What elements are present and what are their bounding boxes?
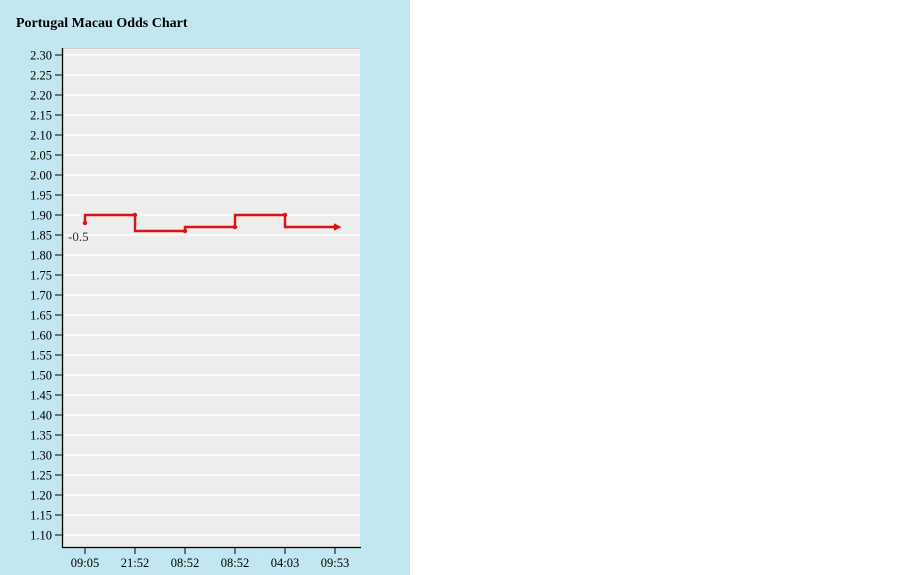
x-tick-label: 21:52 bbox=[121, 556, 149, 570]
y-tick-label: 2.30 bbox=[30, 49, 52, 63]
y-tick-label: 2.05 bbox=[30, 149, 52, 163]
x-tick-label: 08:52 bbox=[171, 556, 199, 570]
y-tick-label: 1.40 bbox=[30, 409, 52, 423]
y-tick-label: 1.50 bbox=[30, 369, 52, 383]
odds-point bbox=[282, 212, 288, 218]
y-tick-label: 1.80 bbox=[30, 249, 52, 263]
y-tick-label: 2.20 bbox=[30, 89, 52, 103]
y-tick-label: 1.35 bbox=[30, 429, 52, 443]
plot-area bbox=[62, 48, 360, 548]
y-tick-label: 1.85 bbox=[30, 229, 52, 243]
x-tick-label: 08:52 bbox=[221, 556, 249, 570]
y-tick-label: 1.65 bbox=[30, 309, 52, 323]
y-tick-label: 1.60 bbox=[30, 329, 52, 343]
x-tick-label: 09:53 bbox=[321, 556, 349, 570]
y-tick-label: 2.00 bbox=[30, 169, 52, 183]
y-tick-label: 2.25 bbox=[30, 69, 52, 83]
odds-point bbox=[232, 224, 238, 230]
line-end-arrow-icon bbox=[334, 223, 342, 231]
y-tick-label: 1.30 bbox=[30, 449, 52, 463]
y-tick-label: 2.15 bbox=[30, 109, 52, 123]
odds-point bbox=[82, 220, 88, 226]
handicap-label: -0.5 bbox=[68, 229, 89, 244]
x-tick-label: 09:05 bbox=[71, 556, 99, 570]
y-tick-label: 1.75 bbox=[30, 269, 52, 283]
odds-line bbox=[83, 213, 337, 233]
y-tick-label: 1.90 bbox=[30, 209, 52, 223]
y-tick-label: 1.25 bbox=[30, 469, 52, 483]
chart-title: Portugal Macau Odds Chart bbox=[16, 16, 188, 31]
odds-point bbox=[182, 228, 188, 234]
y-tick-label: 1.70 bbox=[30, 289, 52, 303]
y-tick-label: 1.95 bbox=[30, 189, 52, 203]
odds-point bbox=[132, 212, 138, 218]
x-tick-label: 04:03 bbox=[271, 556, 299, 570]
y-tick-label: 1.45 bbox=[30, 389, 52, 403]
odds-panel: Portugal Macau Odds Chart 2.30 2.25 2.20 2.… bbox=[0, 0, 410, 575]
y-tick-label: 1.15 bbox=[30, 509, 52, 523]
odds-chart: 2.30 2.25 2.20 2.15 2.10 2.05 2.00 1.95 1.90 1.85… bbox=[0, 0, 410, 575]
y-tick-label: 1.55 bbox=[30, 349, 52, 363]
y-tick-label: 1.20 bbox=[30, 489, 52, 503]
y-tick-label: 1.10 bbox=[30, 529, 52, 543]
y-tick-label: 2.10 bbox=[30, 129, 52, 143]
